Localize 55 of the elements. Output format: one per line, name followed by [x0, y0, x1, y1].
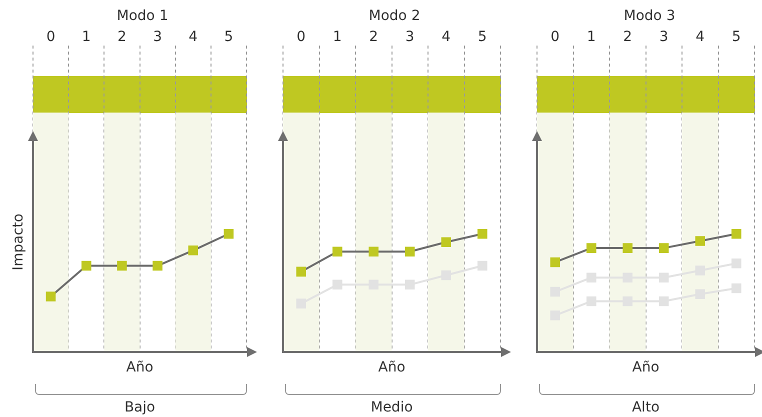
x-tick-label: 2 — [369, 28, 378, 45]
point — [117, 260, 127, 271]
point — [46, 292, 56, 302]
point — [695, 236, 706, 246]
x-tick-label: 1 — [82, 28, 91, 45]
point — [550, 257, 560, 268]
point — [658, 243, 669, 253]
point — [404, 280, 415, 290]
chart-title: Modo 3 — [624, 8, 676, 24]
x-tick-label: 3 — [153, 28, 162, 45]
x-tick-label: 0 — [550, 28, 560, 45]
x-axis-title: Año — [378, 360, 406, 376]
x-tick-label: 3 — [405, 28, 414, 45]
point — [622, 243, 633, 253]
point — [658, 296, 669, 306]
point — [477, 260, 488, 271]
text: Medio — [370, 400, 413, 416]
x-tick-label: 4 — [188, 28, 198, 45]
y-axis-title: Impacto — [10, 214, 27, 270]
point — [368, 246, 379, 256]
point — [332, 246, 342, 256]
point — [586, 243, 596, 253]
x-axis-title: Año — [632, 360, 660, 376]
x-tick-label: 1 — [586, 28, 596, 45]
x-axis-title: Año — [126, 360, 154, 376]
x-tick-label: 4 — [696, 28, 705, 45]
x-tick-label: 0 — [296, 28, 306, 45]
x-tick-label: 0 — [46, 28, 56, 45]
point — [477, 228, 488, 239]
text: Bajo — [124, 400, 156, 416]
x-tick-label: 5 — [732, 28, 741, 45]
point — [81, 260, 92, 271]
point — [224, 228, 234, 239]
x-tick-label: 2 — [117, 28, 126, 45]
point — [152, 260, 162, 271]
x-tick-label: 3 — [659, 28, 668, 45]
point — [188, 246, 198, 256]
text: Alto — [632, 400, 660, 416]
point — [586, 272, 596, 282]
x-tick-label: 4 — [442, 28, 451, 45]
x-tick-label: 1 — [332, 28, 342, 45]
x-tick-label: 5 — [224, 28, 234, 45]
point — [731, 283, 742, 294]
point — [404, 246, 415, 256]
point — [731, 258, 742, 268]
point — [332, 280, 342, 290]
point — [731, 228, 742, 239]
point — [658, 272, 669, 282]
point — [441, 237, 452, 248]
x-tick-label: 5 — [478, 28, 487, 45]
chart-title: Modo 1 — [116, 8, 168, 24]
point — [586, 296, 596, 306]
x-tick-label: 2 — [623, 28, 632, 45]
chart-title: Modo 2 — [368, 8, 420, 24]
point — [296, 266, 306, 277]
